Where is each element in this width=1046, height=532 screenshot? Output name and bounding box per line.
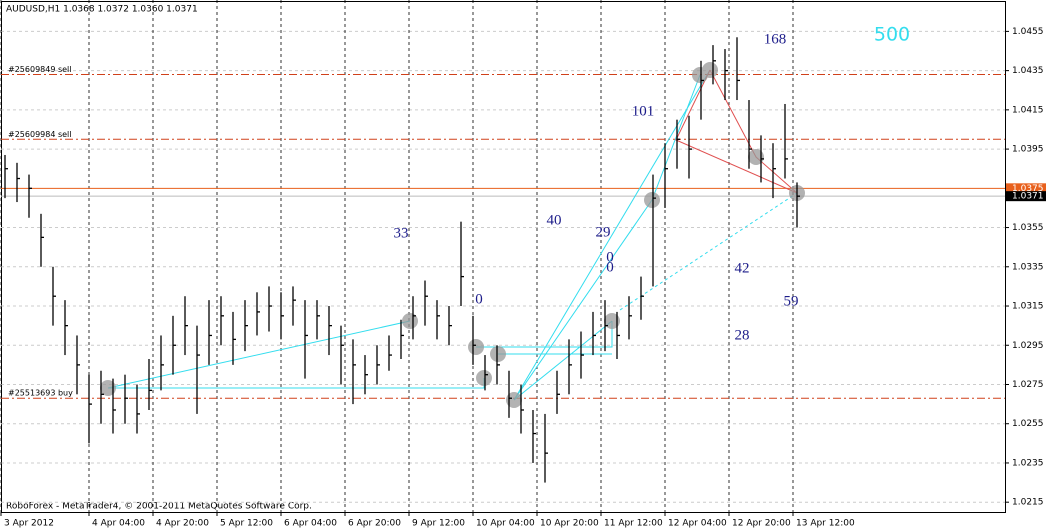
- annotation: 33: [394, 225, 409, 241]
- ask-box: [1006, 183, 1046, 194]
- annotation: 42: [735, 260, 750, 276]
- annotation: 40: [547, 212, 562, 228]
- y-tick-label: 1.0415: [1012, 105, 1044, 115]
- pivot: [490, 346, 506, 362]
- signal-line: [476, 321, 613, 348]
- order-label: #25609984 sell: [8, 130, 72, 139]
- pivot: [476, 370, 492, 386]
- annotation: 0: [606, 249, 614, 265]
- y-tick-label: 1.0435: [1012, 66, 1044, 76]
- pivot: [644, 192, 660, 208]
- pivots: [100, 62, 805, 408]
- y-tick-label: 1.0295: [1012, 341, 1044, 351]
- annotation: 28: [735, 327, 750, 343]
- x-tick-label: 13 Apr 12:00: [796, 519, 855, 529]
- ask-label: 1.0375: [1012, 184, 1044, 194]
- x-tick-label: 4 Apr 20:00: [156, 519, 209, 529]
- pivot: [702, 62, 718, 78]
- pivot: [402, 313, 418, 329]
- y-tick-label: 1.0235: [1012, 458, 1044, 468]
- pivot: [100, 380, 116, 396]
- plot-frame: [1, 1, 1006, 513]
- x-tick-label: 5 Apr 12:00: [220, 519, 273, 529]
- x-tick-label: 3 Apr 2012: [4, 519, 54, 529]
- annotation: 168: [764, 31, 787, 47]
- y-tick-label: 1.0335: [1012, 262, 1044, 272]
- x-tick-label: 11 Apr 12:00: [604, 519, 663, 529]
- annotation: 59: [784, 293, 799, 309]
- pivot: [468, 339, 484, 355]
- annotation: 29: [596, 224, 611, 240]
- bid-box: [1006, 191, 1046, 202]
- annotation: 101: [632, 103, 655, 119]
- chart-title: AUDUSD,H1 1.0368 1.0372 1.0360 1.0371: [6, 5, 198, 15]
- annotation: 0: [606, 259, 614, 275]
- bid-label: 1.0371: [1012, 192, 1044, 202]
- signal-line: [619, 192, 798, 311]
- x-tick-label: 4 Apr 04:00: [92, 519, 145, 529]
- order-label: #25513693 buy: [8, 389, 73, 398]
- y-tick-label: 1.0355: [1012, 223, 1044, 233]
- pivot: [506, 392, 522, 408]
- y-tick-label: 1.0455: [1012, 27, 1044, 37]
- annotation: 500: [874, 24, 910, 46]
- signal-line: [513, 320, 613, 401]
- x-tick-label: 10 Apr 04:00: [476, 519, 535, 529]
- y-tick-label: 1.0255: [1012, 419, 1044, 429]
- pivot: [748, 149, 764, 165]
- y-tick-label: 1.0275: [1012, 380, 1044, 390]
- x-tick-label: 10 Apr 20:00: [540, 519, 599, 529]
- y-tick-label: 1.0315: [1012, 302, 1044, 312]
- annotation: 0: [475, 291, 483, 307]
- footer: RoboForex - MetaTrader4, © 2001-2011 Met…: [6, 502, 312, 512]
- y-tick-label: 1.0215: [1012, 498, 1044, 508]
- y-tick-label: 1.0395: [1012, 145, 1044, 155]
- x-tick-label: 12 Apr 04:00: [668, 519, 727, 529]
- order-label: #25609849 sell: [8, 65, 72, 74]
- x-tick-label: 6 Apr 20:00: [348, 519, 401, 529]
- x-tick-label: 6 Apr 04:00: [284, 519, 337, 529]
- x-tick-label: 12 Apr 20:00: [732, 519, 791, 529]
- x-tick-label: 9 Apr 12:00: [412, 519, 465, 529]
- signal-line: [107, 320, 411, 389]
